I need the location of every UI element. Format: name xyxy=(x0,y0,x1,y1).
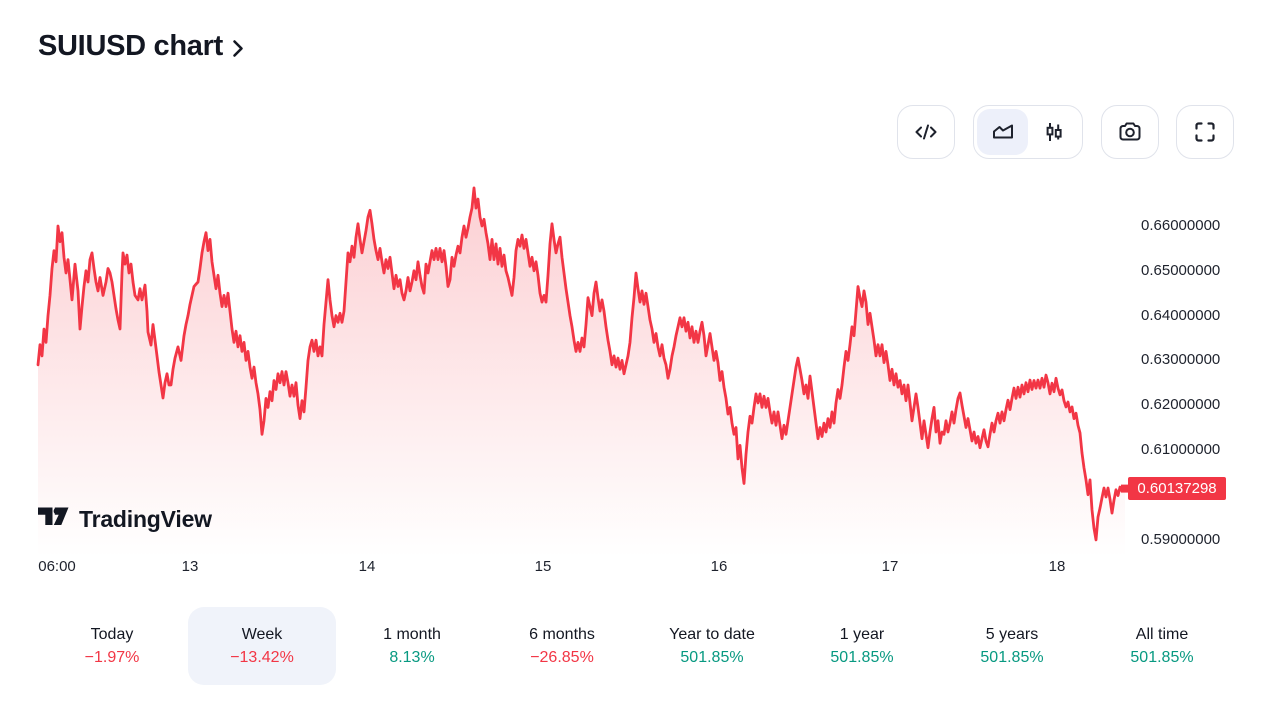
x-axis-label: 14 xyxy=(358,558,376,575)
range-change-value: 501.85% xyxy=(680,648,744,666)
range-button-6-months[interactable]: 6 months −26.85% xyxy=(488,607,636,685)
range-label: Today xyxy=(90,625,134,643)
range-change-value: −26.85% xyxy=(530,648,594,666)
fullscreen-button[interactable] xyxy=(1176,105,1234,159)
range-label: 5 years xyxy=(985,625,1039,643)
y-axis-label: 0.62000000 xyxy=(1141,396,1221,413)
y-axis-label: 0.65000000 xyxy=(1141,262,1221,279)
range-label: 1 year xyxy=(839,625,885,643)
x-axis-label: 06:00 xyxy=(38,558,76,575)
range-label: Week xyxy=(241,625,283,643)
range-selector: Today −1.97% Week −13.42% 1 month 8.13% … xyxy=(37,607,1237,685)
tradingview-attribution-link[interactable]: TradingView xyxy=(38,505,212,534)
range-change-value: 501.85% xyxy=(830,648,894,666)
tradingview-logo-text: TradingView xyxy=(79,506,212,532)
x-axis-label: 17 xyxy=(881,558,899,575)
range-button-all-time[interactable]: All time 501.85% xyxy=(1088,607,1236,685)
range-button-1-month[interactable]: 1 month 8.13% xyxy=(338,607,486,685)
current-price-badge: 0.60137298 xyxy=(1128,477,1226,500)
embed-code-button[interactable] xyxy=(897,105,955,159)
range-change-value: −13.42% xyxy=(230,648,294,666)
embed-code-icon xyxy=(912,118,940,146)
fullscreen-icon xyxy=(1191,118,1219,146)
range-button-week[interactable]: Week −13.42% xyxy=(188,607,336,685)
range-label: Year to date xyxy=(669,625,755,643)
x-axis-label: 18 xyxy=(1048,558,1066,575)
range-label: 6 months xyxy=(529,625,595,643)
range-change-value: 501.85% xyxy=(980,648,1044,666)
range-button-5-years[interactable]: 5 years 501.85% xyxy=(938,607,1086,685)
range-label: 1 month xyxy=(383,625,441,643)
range-label: All time xyxy=(1135,625,1189,643)
candlestick-icon xyxy=(1040,118,1068,146)
x-axis-label: 13 xyxy=(181,558,199,575)
area-chart-style-button[interactable] xyxy=(977,109,1028,155)
symbol-title-link[interactable]: SUIUSD chart xyxy=(38,30,244,63)
chart-style-toggle xyxy=(973,105,1083,159)
snapshot-button[interactable] xyxy=(1101,105,1159,159)
page-title: SUIUSD chart xyxy=(38,30,223,62)
x-axis-label: 16 xyxy=(710,558,728,575)
y-axis-label: 0.63000000 xyxy=(1141,351,1221,368)
range-button-today[interactable]: Today −1.97% xyxy=(38,607,186,685)
candlestick-style-button[interactable] xyxy=(1028,109,1079,155)
x-axis-label: 15 xyxy=(534,558,552,575)
y-axis-label: 0.64000000 xyxy=(1141,307,1221,324)
chevron-right-icon xyxy=(232,39,244,58)
camera-icon xyxy=(1116,118,1144,146)
tradingview-logo-icon xyxy=(38,505,69,534)
range-button-year-to-date[interactable]: Year to date 501.85% xyxy=(638,607,786,685)
last-price-marker xyxy=(1121,484,1129,493)
price-line xyxy=(36,186,1127,542)
y-axis-label: 0.59000000 xyxy=(1141,531,1221,548)
y-axis-label: 0.61000000 xyxy=(1141,441,1221,458)
area-chart-icon xyxy=(989,118,1017,146)
range-button-1-year[interactable]: 1 year 501.85% xyxy=(788,607,936,685)
range-change-value: −1.97% xyxy=(84,648,140,666)
y-axis-label: 0.66000000 xyxy=(1141,217,1221,234)
range-change-value: 8.13% xyxy=(389,648,435,666)
area-fill xyxy=(38,187,1125,557)
current-price-value: 0.60137298 xyxy=(1137,480,1217,497)
range-change-value: 501.85% xyxy=(1130,648,1194,666)
